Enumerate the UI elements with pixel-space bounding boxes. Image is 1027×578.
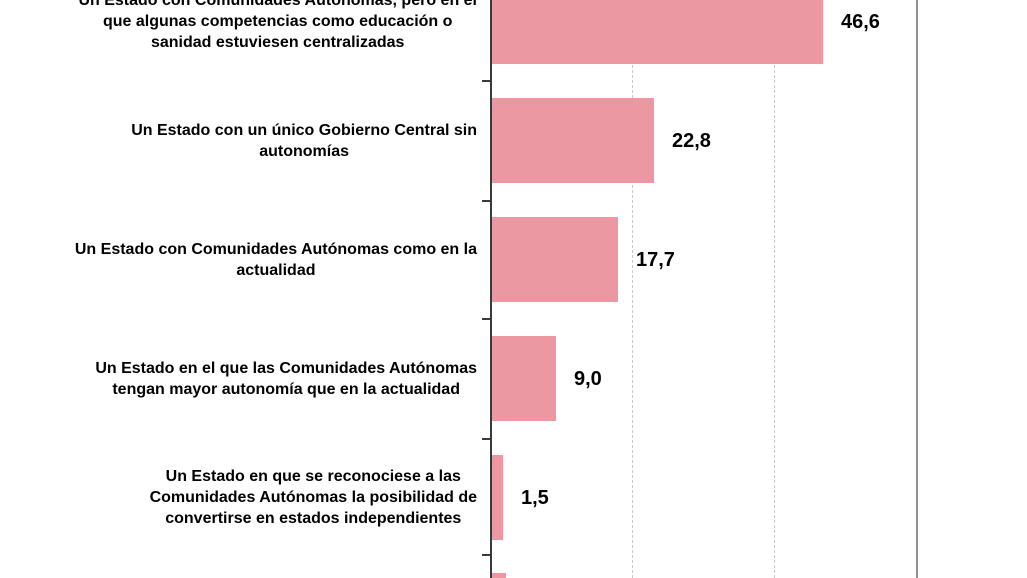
axis-tick-1 [482, 200, 491, 202]
category-label: Un Estado con un único Gobierno Central … [131, 120, 477, 162]
bar [492, 0, 823, 64]
bar [492, 217, 618, 302]
category-label-line: Un Estado con Comunidades Autónomas como… [74, 240, 477, 258]
category-label-line: actualidad [236, 261, 316, 279]
category-label: Un Estado en que se reconociese a las Com… [150, 466, 477, 529]
category-label-line: Un Estado con un único Gobierno Central … [131, 121, 477, 139]
category-label-line: Un Estado en que se reconociese a las [165, 468, 461, 485]
gridline-40 [774, 0, 775, 578]
category-label: Un Estado con Comunidades Autónomas, per… [78, 0, 477, 53]
category-label-line: tengan mayor autonomía que en la actuali… [112, 380, 460, 398]
category-axis-line [490, 0, 492, 578]
bar [492, 455, 503, 540]
bar-partial-bottom [492, 573, 506, 578]
category-label: Un Estado con Comunidades Autónomas como… [75, 239, 477, 281]
category-label-line: convertirse en estados independientes [165, 510, 462, 527]
category-label-line: autonomías [259, 142, 349, 160]
axis-tick-2 [482, 318, 491, 320]
value-label: 46,6 [841, 10, 880, 33]
axis-tick-0 [482, 80, 491, 82]
bar [492, 98, 654, 183]
axis-tick-4 [482, 554, 491, 556]
category-label-line: sanidad estuviesen centralizadas [150, 34, 405, 51]
category-label: Un Estado en el que las Comunidades Autó… [95, 358, 477, 400]
category-label-line: que algunas competencias como educación … [103, 13, 453, 30]
bar [492, 336, 556, 421]
value-label: 17,7 [636, 248, 675, 271]
category-label-line: Comunidades Autónomas la posibilidad de [149, 489, 477, 506]
value-label: 9,0 [574, 367, 602, 390]
axis-tick-3 [482, 438, 491, 440]
category-label-line: Un Estado con Comunidades Autónomas, per… [78, 0, 477, 9]
gridline-20 [632, 0, 633, 578]
category-label-line: Un Estado en el que las Comunidades Autó… [95, 359, 477, 377]
value-label: 22,8 [672, 129, 711, 152]
value-label: 1,5 [521, 486, 549, 509]
gridline-60 [916, 0, 918, 578]
